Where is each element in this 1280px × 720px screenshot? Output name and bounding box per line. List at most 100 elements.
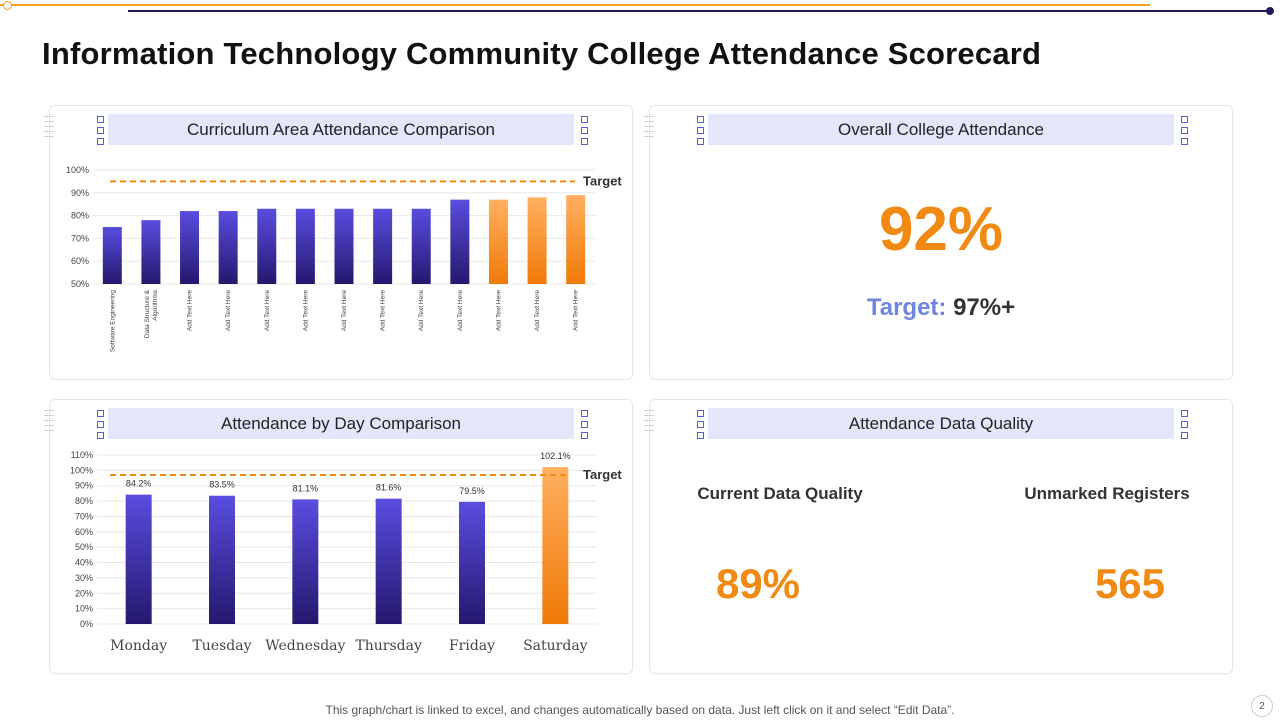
bar bbox=[334, 208, 354, 284]
resize-handle[interactable] bbox=[97, 421, 104, 428]
resize-handle[interactable] bbox=[581, 410, 588, 417]
x-tick-label: Data Structure &Algorithms bbox=[144, 289, 159, 338]
x-tick-label: Tuesday bbox=[192, 638, 251, 654]
bar bbox=[411, 208, 431, 284]
unmarked-registers-label: Unmarked Registers bbox=[1024, 484, 1190, 503]
y-tick-label: 110% bbox=[71, 450, 93, 460]
data-label: 81.1% bbox=[293, 483, 319, 493]
x-tick-label: Add Text Here bbox=[573, 290, 580, 331]
overall-panel: Overall College Attendance 92% Target: 9… bbox=[644, 105, 1233, 380]
y-tick-label: 10% bbox=[75, 604, 93, 614]
y-tick-label: 70% bbox=[75, 511, 93, 521]
data-label: 81.6% bbox=[376, 483, 402, 493]
resize-handle[interactable] bbox=[697, 127, 704, 134]
data-label: 79.5% bbox=[459, 486, 485, 496]
x-tick-label: Add Text Here bbox=[495, 290, 502, 331]
day-panel-title: Attendance by Day Comparison bbox=[108, 408, 574, 439]
bar bbox=[488, 199, 508, 284]
resize-handle[interactable] bbox=[97, 138, 104, 145]
overall-attendance-value: 92% bbox=[878, 195, 1004, 264]
resize-handle[interactable] bbox=[697, 116, 704, 123]
resize-handle[interactable] bbox=[1181, 432, 1188, 439]
x-tick-label: Add Text Here bbox=[534, 290, 541, 331]
top-accent-dot-left bbox=[3, 1, 12, 10]
bar bbox=[218, 211, 238, 284]
y-tick-label: 30% bbox=[75, 573, 93, 583]
x-tick-label: Add Text Here bbox=[341, 290, 348, 331]
bar bbox=[373, 208, 393, 284]
resize-handle[interactable] bbox=[1181, 421, 1188, 428]
resize-handle[interactable] bbox=[581, 127, 588, 134]
resize-handle[interactable] bbox=[697, 138, 704, 145]
curriculum-panel-title: Curriculum Area Attendance Comparison bbox=[108, 114, 574, 145]
target-label: Target bbox=[583, 467, 622, 482]
y-tick-label: 70% bbox=[71, 233, 89, 243]
resize-handle[interactable] bbox=[697, 421, 704, 428]
bar bbox=[527, 197, 547, 284]
resize-handle[interactable] bbox=[97, 410, 104, 417]
resize-handle[interactable] bbox=[581, 421, 588, 428]
day-bar-chart[interactable]: 0% 10% 20% 30% 40% 50% 60% 70% 80% 90% 100% 110% 84.… bbox=[50, 400, 632, 673]
day-panel: Attendance by Day Comparison 0% 10% 20% 30%… bbox=[44, 399, 633, 674]
resize-handle[interactable] bbox=[581, 432, 588, 439]
y-tick-label: 60% bbox=[75, 527, 93, 537]
overall-target-value: 97%+ bbox=[953, 294, 1016, 321]
resize-handle[interactable] bbox=[1181, 410, 1188, 417]
resize-handle[interactable] bbox=[581, 116, 588, 123]
panel-grip bbox=[644, 116, 654, 146]
resize-handle[interactable] bbox=[697, 410, 704, 417]
resize-handle[interactable] bbox=[97, 432, 104, 439]
bar bbox=[257, 208, 277, 284]
resize-handle[interactable] bbox=[1181, 116, 1188, 123]
panel-grip bbox=[44, 410, 54, 440]
overall-target: Target: 97%+ bbox=[650, 294, 1232, 322]
curriculum-bar-chart[interactable]: 50% 60% 70% 80% 90% 100% Software Engineering D… bbox=[50, 106, 632, 379]
bar bbox=[459, 501, 485, 624]
y-tick-label: 90% bbox=[75, 481, 93, 491]
data-label: 84.2% bbox=[126, 479, 152, 489]
x-tick-label: Monday bbox=[110, 638, 167, 654]
resize-handle[interactable] bbox=[1181, 127, 1188, 134]
panel-grip bbox=[644, 410, 654, 440]
x-tick-label: Software Engineering bbox=[109, 290, 116, 353]
overall-target-label: Target: bbox=[866, 294, 947, 321]
top-accent-line-navy bbox=[128, 10, 1268, 12]
target-label: Target bbox=[583, 173, 622, 188]
resize-handle[interactable] bbox=[581, 138, 588, 145]
bar bbox=[566, 195, 586, 284]
y-tick-label: 50% bbox=[75, 542, 93, 552]
x-tick-label: Add Text Here bbox=[187, 290, 194, 331]
resize-handle[interactable] bbox=[697, 432, 704, 439]
bar bbox=[209, 495, 235, 624]
x-tick-label: Add Text Here bbox=[264, 290, 271, 331]
resize-handle[interactable] bbox=[97, 127, 104, 134]
y-tick-label: 80% bbox=[71, 211, 89, 221]
y-tick-label: 50% bbox=[71, 279, 89, 289]
x-tick-label: Saturday bbox=[523, 638, 588, 654]
bar bbox=[375, 498, 402, 624]
y-tick-label: 80% bbox=[75, 496, 93, 506]
x-tick-label: Wednesday bbox=[265, 638, 345, 654]
quality-panel-title: Attendance Data Quality bbox=[708, 408, 1174, 439]
bar bbox=[141, 220, 161, 284]
bar bbox=[292, 499, 319, 624]
bar bbox=[102, 227, 122, 284]
current-data-quality-value: 89% bbox=[715, 560, 801, 607]
current-data-quality-label: Current Data Quality bbox=[697, 484, 863, 503]
x-tick-label: Add Text Here bbox=[225, 290, 232, 331]
page-number: 2 bbox=[1251, 695, 1273, 717]
resize-handle[interactable] bbox=[1181, 138, 1188, 145]
resize-handle[interactable] bbox=[97, 116, 104, 123]
y-tick-label: 20% bbox=[75, 588, 93, 598]
y-tick-label: 100% bbox=[66, 165, 89, 175]
bar bbox=[295, 208, 315, 284]
bar bbox=[450, 199, 470, 284]
top-accent-dot-right bbox=[1266, 7, 1274, 15]
bar bbox=[125, 494, 152, 624]
bar bbox=[542, 467, 569, 624]
page-title: Information Technology Community College… bbox=[42, 36, 1042, 71]
x-tick-label: Add Text Here bbox=[380, 290, 387, 331]
y-tick-label: 0% bbox=[80, 619, 93, 629]
y-tick-label: 40% bbox=[75, 558, 93, 568]
unmarked-registers-value: 565 bbox=[1094, 560, 1166, 607]
